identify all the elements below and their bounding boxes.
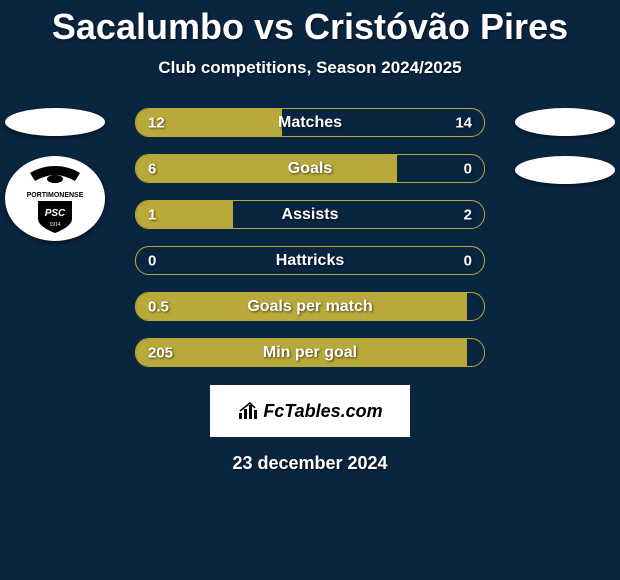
stat-value-left: 12 [148,114,165,131]
stat-value-left: 0 [148,252,156,269]
oval-placeholder-icon [515,108,615,136]
stat-fill-left [136,155,397,182]
stat-value-left: 6 [148,160,156,177]
right-player-badges [515,108,615,184]
stat-row: 205 Min per goal [135,338,485,367]
stat-row: 0 0 Hattricks [135,246,485,275]
stat-label: Goals [288,160,332,178]
comparison-content: PORTIMONENSE PSC 1914 1214Matches60Goals… [0,108,620,367]
stat-value-right: 2 [464,206,472,223]
oval-placeholder-icon [515,156,615,184]
svg-text:PORTIMONENSE: PORTIMONENSE [27,192,84,199]
bars-icon [237,401,259,421]
left-player-badges: PORTIMONENSE PSC 1914 [5,108,105,241]
subtitle: Club competitions, Season 2024/2025 [0,58,620,78]
stat-value-left: 1 [148,206,156,223]
stat-label: Assists [282,206,339,224]
brand-box: FcTables.com [210,385,410,437]
oval-placeholder-icon [5,108,105,136]
stat-value-left: 0.5 [148,298,169,315]
club-badge-left: PORTIMONENSE PSC 1914 [5,156,105,241]
stat-value-right: 14 [455,114,472,131]
stat-row: 12 14 Matches [135,108,485,137]
stats-container: 1214Matches60Goals12Assists00Hattricks0.… [135,108,485,367]
svg-text:1914: 1914 [49,222,60,228]
svg-text:PSC: PSC [45,208,66,219]
stat-value-right: 0 [464,252,472,269]
stat-label: Goals per match [247,298,372,316]
page-title: Sacalumbo vs Cristóvão Pires [0,0,620,48]
stat-label: Hattricks [276,252,344,270]
stat-row: 6 0 Goals [135,154,485,183]
stat-row: 0.5 Goals per match [135,292,485,321]
stat-value-right: 0 [464,160,472,177]
brand-text: FcTables.com [263,401,382,422]
date-label: 23 december 2024 [0,453,620,474]
stat-row: 1 2 Assists [135,200,485,229]
stat-label: Min per goal [263,344,357,362]
stat-label: Matches [278,114,342,132]
stat-value-left: 205 [148,344,173,361]
